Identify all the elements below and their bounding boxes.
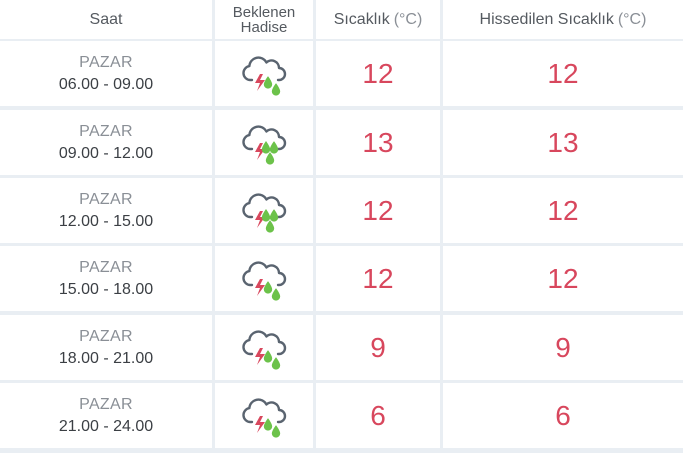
table-row: PAZAR 18.00 - 21.00 9 9 [0, 315, 683, 380]
feels-like-value: 13 [547, 126, 579, 158]
header-temp-unit: (°C) [393, 11, 423, 28]
event-cell [215, 41, 313, 106]
time-cell: PAZAR 21.00 - 24.00 [0, 383, 212, 448]
event-cell [215, 315, 313, 380]
event-cell [215, 178, 313, 243]
time-range: 18.00 - 21.00 [58, 349, 154, 367]
storm-rain-icon [242, 260, 287, 301]
event-cell [215, 110, 313, 175]
feels-like-value: 12 [547, 262, 579, 294]
time-range: 21.00 - 24.00 [58, 417, 154, 435]
time-block: PAZAR 18.00 - 21.00 [59, 326, 153, 370]
time-range: 09.00 - 12.00 [58, 144, 154, 162]
temperature-cell: 12 [316, 246, 440, 311]
table-row: PAZAR 06.00 - 09.00 12 12 [0, 41, 683, 106]
time-block: PAZAR 09.00 - 12.00 [59, 121, 153, 165]
temperature-cell: 12 [316, 178, 440, 243]
storm-heavy-rain-icon [242, 124, 287, 165]
feels-like-cell: 12 [443, 41, 683, 106]
feels-like-cell: 13 [443, 110, 683, 175]
header-temp-label: Sıcaklık [333, 11, 390, 28]
temperature-cell: 9 [316, 315, 440, 380]
header-expected-event: Beklenen Hadise [215, 0, 313, 39]
temperature-cell: 13 [316, 110, 440, 175]
day-label: PAZAR [79, 190, 133, 208]
time-cell: PAZAR 15.00 - 18.00 [0, 246, 212, 311]
table-row: PAZAR 15.00 - 18.00 12 12 [0, 246, 683, 311]
temperature-value: 13 [362, 126, 394, 158]
feels-like-cell: 12 [443, 178, 683, 243]
time-cell: PAZAR 06.00 - 09.00 [0, 41, 212, 106]
header-feels-like: Hissedilen Sıcaklık (°C) [443, 0, 683, 39]
feels-like-cell: 6 [443, 383, 683, 448]
feels-like-value: 12 [547, 57, 579, 89]
temperature-value: 9 [370, 331, 386, 363]
time-range: 15.00 - 18.00 [58, 280, 154, 298]
time-cell: PAZAR 18.00 - 21.00 [0, 315, 212, 380]
storm-rain-icon [242, 55, 287, 96]
day-label: PAZAR [79, 53, 133, 71]
temperature-value: 12 [362, 262, 394, 294]
temperature-value: 12 [362, 194, 394, 226]
header-event-line2: Hadise [240, 18, 288, 36]
day-label: PAZAR [79, 395, 133, 413]
table-row: PAZAR 12.00 - 15.00 12 12 [0, 178, 683, 243]
day-label: PAZAR [79, 122, 133, 140]
temperature-cell: 12 [316, 41, 440, 106]
time-cell: PAZAR 12.00 - 15.00 [0, 178, 212, 243]
feels-like-cell: 9 [443, 315, 683, 380]
time-range: 06.00 - 09.00 [58, 75, 154, 93]
feels-like-cell: 12 [443, 246, 683, 311]
day-label: PAZAR [79, 327, 133, 345]
day-label: PAZAR [79, 258, 133, 276]
table-row: PAZAR 21.00 - 24.00 6 6 [0, 383, 683, 448]
storm-rain-icon [242, 397, 287, 438]
feels-like-value: 12 [547, 194, 579, 226]
event-cell [215, 383, 313, 448]
event-cell [215, 246, 313, 311]
time-block: PAZAR 12.00 - 15.00 [59, 189, 153, 233]
header-temperature: Sıcaklık (°C) [316, 0, 440, 39]
header-event-line1: Beklenen [232, 3, 296, 21]
time-block: PAZAR 15.00 - 18.00 [59, 257, 153, 301]
feels-like-value: 6 [555, 399, 571, 431]
time-block: PAZAR 06.00 - 09.00 [59, 52, 153, 96]
time-range: 12.00 - 15.00 [58, 212, 154, 230]
header-time: Saat [0, 0, 212, 39]
table-header: Saat Beklenen Hadise Sıcaklık (°C) Hissed… [0, 0, 683, 39]
temperature-cell: 6 [316, 383, 440, 448]
temperature-value: 6 [370, 399, 386, 431]
storm-rain-icon [242, 329, 287, 370]
storm-heavy-rain-icon [242, 192, 287, 233]
header-feels-label: Hissedilen Sıcaklık [479, 11, 614, 28]
time-block: PAZAR 21.00 - 24.00 [59, 394, 153, 438]
table-row: PAZAR 09.00 - 12.00 13 13 [0, 110, 683, 175]
feels-like-value: 9 [555, 331, 571, 363]
time-cell: PAZAR 09.00 - 12.00 [0, 110, 212, 175]
header-time-label: Saat [89, 11, 123, 28]
temperature-value: 12 [362, 57, 394, 89]
header-feels-unit: (°C) [617, 11, 647, 28]
